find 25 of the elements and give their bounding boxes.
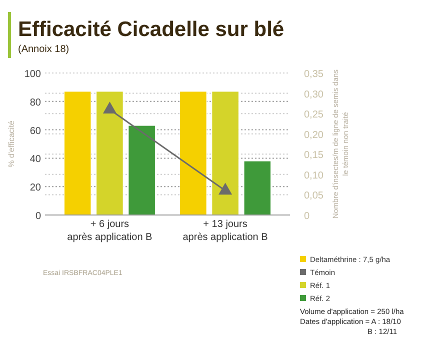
y-tick-label: 0 [35, 211, 42, 222]
chart-title: Efficacité Cicadelle sur blé [18, 18, 284, 41]
bar [64, 91, 92, 216]
y-tick-label: 100 [24, 69, 42, 80]
y-tick-label: 40 [30, 154, 42, 166]
bar [128, 125, 156, 216]
y2-tick-label: 0,35 [304, 69, 324, 80]
bar [96, 91, 124, 216]
y2-tick-label: 0,30 [304, 89, 324, 100]
y-axis-title: % d'efficacité [7, 120, 16, 168]
y-tick-label: 20 [30, 182, 42, 194]
y2-tick-label: 0 [304, 211, 310, 222]
bar [180, 91, 207, 216]
x-tick-label: + 13 jours après application B [182, 219, 268, 243]
chart-subtitle: (Annoix 18) [18, 44, 70, 55]
y-tick-label: 60 [30, 126, 42, 137]
y2-tick-label: 0,20 [304, 130, 324, 141]
y2-tick-label: 0,05 [304, 190, 324, 202]
x-tick-label: + 6 jours après application B [67, 219, 153, 243]
y-tick-label: 80 [30, 97, 42, 108]
bar [212, 91, 239, 216]
bar [244, 160, 272, 216]
y2-tick-label: 0,25 [304, 110, 324, 121]
y2-tick-label: 0,15 [304, 150, 324, 162]
y2-tick-label: 0,10 [304, 170, 324, 182]
